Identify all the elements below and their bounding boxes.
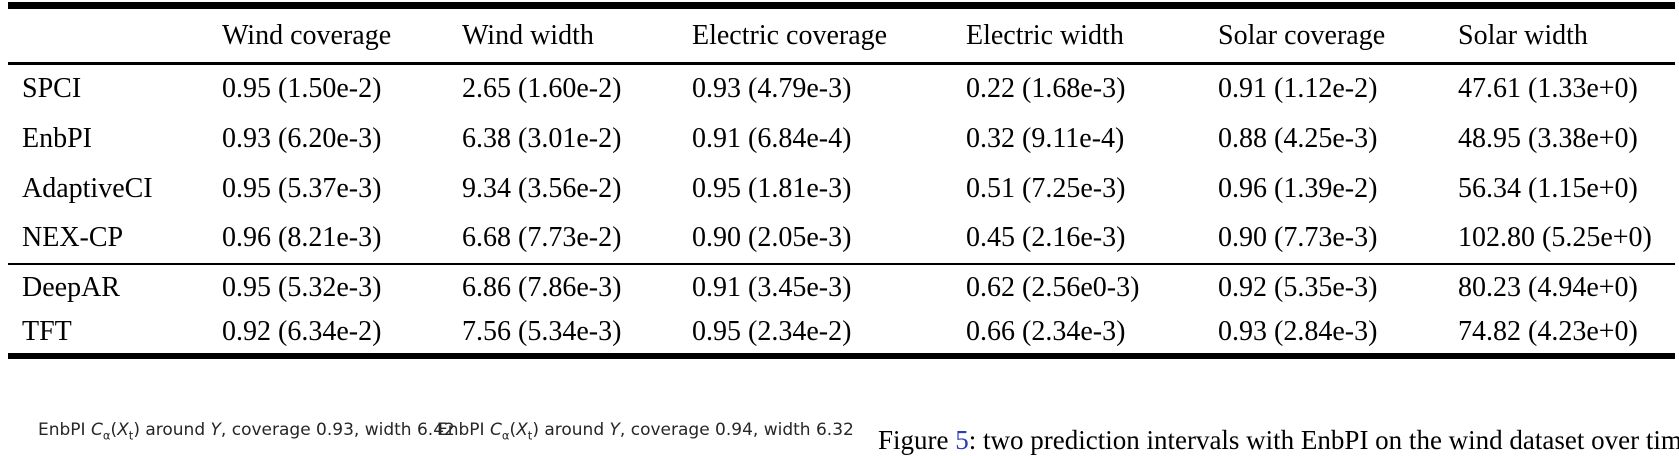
table-cell: 0.95 (5.32e-3) <box>222 272 382 303</box>
table-cell: 6.68 (7.73e-2) <box>462 222 622 253</box>
table-cell: 0.96 (1.39e-2) <box>1218 172 1378 204</box>
row-label: DeepAR <box>22 272 120 303</box>
table-cell: 48.95 (3.38e+0) <box>1458 122 1638 154</box>
figure-caption-word: Figure <box>878 425 956 455</box>
table-cell: 0.95 (1.50e-2) <box>222 73 382 105</box>
table-cell: 102.80 (5.25e+0) <box>1458 222 1652 253</box>
row-label: SPCI <box>22 73 82 105</box>
table-cell: 0.93 (4.79e-3) <box>692 73 852 105</box>
table-cell: 6.38 (3.01e-2) <box>462 122 622 154</box>
benchmark-results-table: Wind coverage Wind width Electric covera… <box>8 2 1675 359</box>
column-header-empty <box>8 6 222 64</box>
caption-math-Y: Y <box>210 420 221 440</box>
table-cell: 6.86 (7.86e-3) <box>462 272 622 303</box>
caption-text: ( <box>509 420 517 440</box>
table-header-row: Wind coverage Wind width Electric covera… <box>8 6 1675 64</box>
caption-math-Y: Y <box>609 420 620 440</box>
column-header-electric-coverage: Electric coverage <box>692 19 888 51</box>
table-cell: 0.92 (6.34e-2) <box>222 316 382 347</box>
table-cell: 0.32 (9.11e-4) <box>966 122 1125 154</box>
table-row-tft: TFT 0.92 (6.34e-2) 7.56 (5.34e-3) 0.95 (… <box>8 312 1675 356</box>
table-cell: 74.82 (4.23e+0) <box>1458 316 1638 347</box>
table-row-enbpi: EnbPI 0.93 (6.20e-3) 6.38 (3.01e-2) 0.91… <box>8 114 1675 164</box>
table-cell: 0.62 (2.56e0-3) <box>966 272 1140 303</box>
figure-caption-rest: : two prediction intervals with EnbPI on… <box>968 425 1679 455</box>
caption-text: , coverage 0.94, width 6.32 <box>619 420 854 440</box>
row-label: AdaptiveCI <box>22 172 153 204</box>
column-header-wind-width: Wind width <box>462 19 594 51</box>
table-row-adaptiveci: AdaptiveCI 0.95 (5.37e-3) 9.34 (3.56e-2)… <box>8 164 1675 214</box>
table-cell: 0.91 (3.45e-3) <box>692 272 852 303</box>
caption-text: EnbPI <box>38 420 91 440</box>
table-row-nexcp: NEX-CP 0.96 (8.21e-3) 6.68 (7.73e-2) 0.9… <box>8 214 1675 264</box>
column-header-solar-width: Solar width <box>1458 19 1588 51</box>
table-cell: 0.45 (2.16e-3) <box>966 222 1126 253</box>
table-cell: 0.93 (6.20e-3) <box>222 122 382 154</box>
row-label: EnbPI <box>22 122 92 154</box>
table-cell: 0.95 (1.81e-3) <box>692 172 852 204</box>
table-cell: 56.34 (1.15e+0) <box>1458 172 1638 204</box>
caption-math-C: C <box>90 420 103 440</box>
table-cell: 0.95 (5.37e-3) <box>222 172 382 204</box>
table-cell: 7.56 (5.34e-3) <box>462 316 622 347</box>
table-cell: 0.90 (7.73e-3) <box>1218 222 1378 253</box>
subplot-caption-right: EnbPI Cα(Xt) around Y, coverage 0.94, wi… <box>437 420 854 442</box>
table-cell: 0.92 (5.35e-3) <box>1218 272 1378 303</box>
caption-math-C: C <box>489 420 502 440</box>
table-row-spci: SPCI 0.95 (1.50e-2) 2.65 (1.60e-2) 0.93 … <box>8 64 1675 114</box>
table-cell: 0.66 (2.34e-3) <box>966 316 1126 347</box>
table-cell: 2.65 (1.60e-2) <box>462 73 622 105</box>
caption-text: ) around <box>532 420 610 440</box>
table-cell: 0.51 (7.25e-3) <box>966 172 1126 204</box>
column-header-solar-coverage: Solar coverage <box>1218 19 1386 51</box>
table-cell: 0.91 (1.12e-2) <box>1218 73 1378 105</box>
table-cell: 0.91 (6.84e-4) <box>692 122 852 154</box>
row-label: NEX-CP <box>22 222 124 253</box>
caption-sub-t: t <box>527 428 533 443</box>
table-cell: 47.61 (1.33e+0) <box>1458 73 1638 105</box>
caption-math-X: X <box>117 420 129 440</box>
caption-text: ( <box>110 420 118 440</box>
table-cell: 9.34 (3.56e-2) <box>462 172 622 204</box>
table-cell: 0.95 (2.34e-2) <box>692 316 852 347</box>
caption-text: EnbPI <box>437 420 490 440</box>
caption-sub-alpha: α <box>501 428 510 443</box>
figure-caption-clipped: Figure 5: two prediction intervals with … <box>878 425 1679 456</box>
table-cell: 0.22 (1.68e-3) <box>966 73 1126 105</box>
column-header-electric-width: Electric width <box>966 19 1124 51</box>
table-cell: 0.93 (2.84e-3) <box>1218 316 1378 347</box>
caption-text: ) around <box>133 420 211 440</box>
table-cell: 80.23 (4.94e+0) <box>1458 272 1638 303</box>
table-row-deepar: DeepAR 0.95 (5.32e-3) 6.86 (7.86e-3) 0.9… <box>8 264 1675 312</box>
figure-5-link[interactable]: 5 <box>955 425 969 455</box>
caption-text: , coverage 0.93, width 6.42 <box>220 420 455 440</box>
caption-sub-t: t <box>128 428 134 443</box>
caption-math-X: X <box>516 420 528 440</box>
caption-sub-alpha: α <box>102 428 111 443</box>
table-cell: 0.96 (8.21e-3) <box>222 222 382 253</box>
table-cell: 0.90 (2.05e-3) <box>692 222 852 253</box>
row-label: TFT <box>22 316 72 347</box>
column-header-wind-coverage: Wind coverage <box>222 19 392 51</box>
subplot-caption-left: EnbPI Cα(Xt) around Y, coverage 0.93, wi… <box>38 420 455 442</box>
table-cell: 0.88 (4.25e-3) <box>1218 122 1378 154</box>
